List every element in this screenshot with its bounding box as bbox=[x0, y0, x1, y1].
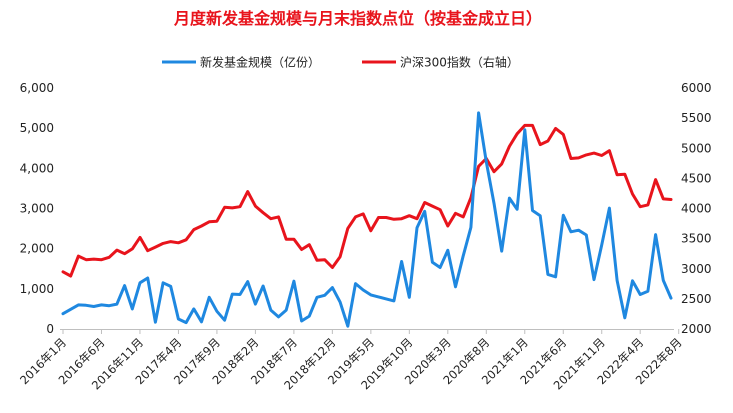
y-right-tick-label: 2000 bbox=[681, 322, 712, 336]
y-right-tick-label: 5000 bbox=[681, 141, 712, 155]
legend-label-fund-size: 新发基金规模（亿份） bbox=[200, 55, 320, 70]
y-left-tick-label: 3,000 bbox=[20, 202, 54, 216]
y-right-tick-label: 6000 bbox=[681, 81, 712, 95]
x-axis-ticks bbox=[62, 329, 680, 334]
series-line-hs300 bbox=[61, 123, 673, 278]
y-right-tick-label: 3500 bbox=[681, 232, 712, 246]
series-layer bbox=[61, 111, 673, 328]
x-axis-labels: 2016年1月2016年6月2016年11月2017年4月2017年9月2018… bbox=[17, 335, 685, 392]
y-left-tick-label: 6,000 bbox=[20, 81, 54, 95]
y-left-tick-label: 5,000 bbox=[20, 121, 54, 135]
y-right-tick-label: 2500 bbox=[681, 292, 712, 306]
y-right-tick-label: 5500 bbox=[681, 111, 712, 125]
y-right-tick-label: 3000 bbox=[681, 262, 712, 276]
y-right-tick-label: 4500 bbox=[681, 171, 712, 185]
series-line-fund-size bbox=[61, 111, 673, 328]
legend-label-hs300: 沪深300指数（右轴） bbox=[400, 55, 519, 70]
y-axis-right-ticks: 2000 2500 3000 3500 4000 4500 5000 5500 6000 bbox=[681, 81, 712, 336]
y-left-tick-label: 0 bbox=[46, 322, 54, 336]
y-left-tick-label: 2,000 bbox=[20, 242, 54, 256]
y-left-tick-label: 1,000 bbox=[20, 282, 54, 296]
legend: 新发基金规模（亿份） 沪深300指数（右轴） bbox=[162, 55, 519, 70]
y-right-tick-label: 4000 bbox=[681, 202, 712, 216]
chart-title: 月度新发基金规模与月末指数点位（按基金成立日） bbox=[173, 9, 542, 28]
y-axis-left-ticks: 0 1,000 2,000 3,000 4,000 5,000 6,000 bbox=[20, 81, 54, 336]
y-left-tick-label: 4,000 bbox=[20, 161, 54, 175]
